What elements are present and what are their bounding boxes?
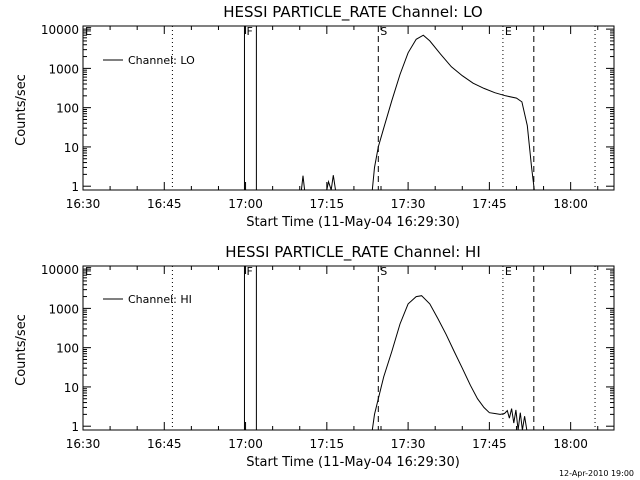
event-marker-label: F [246, 265, 252, 278]
y-tick-label: 1 [71, 420, 79, 434]
event-marker-label: F [246, 25, 252, 38]
y-tick-label: 1000 [48, 62, 79, 76]
lo-channel-panel: HESSI PARTICLE_RATE Channel: LO Counts/s… [14, 3, 615, 230]
y-tick-label: 10 [64, 141, 79, 155]
x-tick-label: 17:45 [472, 437, 507, 451]
x-tick-label: 16:45 [147, 197, 182, 211]
legend-entry: Channel: LO [128, 54, 195, 67]
y-tick-label: 100 [56, 102, 79, 116]
x-tick-label: 17:15 [310, 197, 345, 211]
x-tick-label: 18:00 [553, 197, 588, 211]
x-tick-label: 17:00 [228, 197, 263, 211]
y-tick-label: 1 [71, 180, 79, 194]
x-tick-label: 17:30 [391, 437, 426, 451]
y-tick-label: 100 [56, 342, 79, 356]
x-tick-label: 16:45 [147, 437, 182, 451]
plot-frame [82, 25, 615, 191]
y-tick-label: 10000 [41, 263, 79, 277]
event-marker-label: E [505, 265, 512, 278]
x-tick-label: 17:30 [391, 197, 426, 211]
x-tick-label: 17:15 [310, 437, 345, 451]
series-line [371, 295, 528, 430]
x-tick-label: 16:30 [66, 197, 101, 211]
x-axis-label: Start Time (11-May-04 16:29:30) [246, 455, 460, 470]
x-tick-label: 17:45 [472, 197, 507, 211]
event-marker-label: E [505, 25, 512, 38]
legend: Channel: LO [103, 54, 195, 67]
generation-timestamp: 12-Apr-2010 19:00 [559, 469, 634, 478]
legend: Channel: HI [103, 293, 192, 306]
x-tick-label: 18:00 [553, 437, 588, 451]
event-marker-label: E [85, 25, 92, 38]
y-axis-label: Counts/sec [14, 74, 29, 146]
y-tick-label: 1000 [48, 302, 79, 316]
y-tick-label: 10000 [41, 23, 79, 37]
x-tick-label: 16:30 [66, 437, 101, 451]
x-tick-label: 17:00 [228, 437, 263, 451]
chart-title: HESSI PARTICLE_RATE Channel: HI [225, 243, 481, 262]
hi-channel-panel: HESSI PARTICLE_RATE Channel: HI Counts/s… [14, 243, 615, 470]
x-axis-label: Start Time (11-May-04 16:29:30) [246, 215, 460, 230]
event-marker-label: S [380, 265, 387, 278]
y-tick-label: 10 [64, 381, 79, 395]
legend-entry: Channel: HI [128, 293, 192, 306]
plot-frame [82, 265, 615, 431]
chart-title: HESSI PARTICLE_RATE Channel: LO [223, 3, 482, 22]
event-marker-label: E [85, 265, 92, 278]
series-line [300, 34, 535, 190]
y-axis-label: Counts/sec [14, 314, 29, 386]
event-marker-label: S [380, 25, 387, 38]
